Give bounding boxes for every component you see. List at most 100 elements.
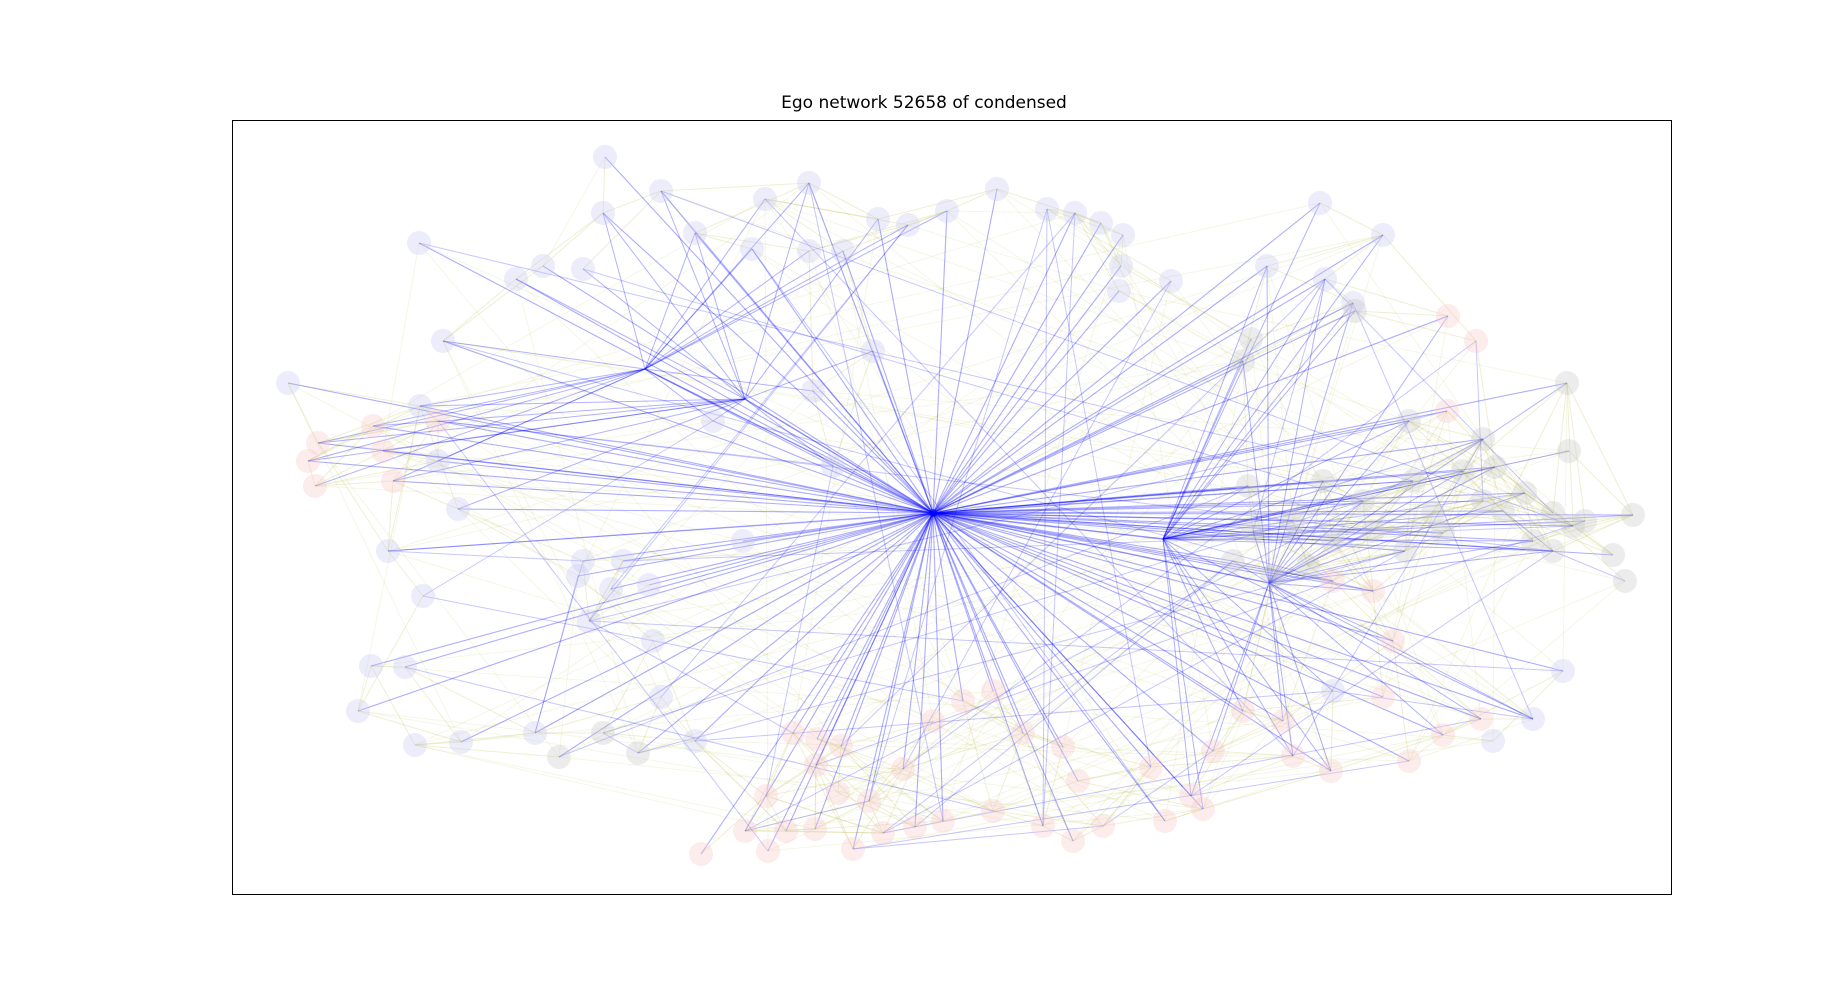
graph-node bbox=[371, 439, 395, 463]
ego-edge bbox=[419, 398, 746, 407]
ego-edge bbox=[712, 398, 746, 422]
ego-edge bbox=[1162, 450, 1570, 540]
background-edge bbox=[1332, 580, 1394, 642]
background-edge bbox=[792, 732, 818, 740]
graph-node bbox=[1421, 501, 1445, 525]
graph-node bbox=[1393, 539, 1417, 563]
background-edge bbox=[1074, 212, 1124, 236]
ego-edge bbox=[1268, 302, 1354, 584]
background-edge bbox=[765, 764, 817, 797]
graph-node bbox=[981, 799, 1005, 823]
ego-edge bbox=[1266, 265, 1270, 584]
ego-edge bbox=[1162, 514, 1634, 540]
background-edge bbox=[814, 820, 944, 830]
background-edge bbox=[414, 500, 1364, 746]
background-edge bbox=[744, 732, 794, 832]
ego-edge bbox=[1268, 582, 1534, 720]
background-edge bbox=[602, 732, 696, 742]
background-edge bbox=[460, 732, 536, 743]
background-edge bbox=[287, 382, 421, 407]
background-edge bbox=[1382, 315, 1449, 698]
ego-edge bbox=[1162, 278, 1326, 540]
background-edge bbox=[1552, 514, 1634, 552]
background-edge bbox=[815, 764, 854, 850]
background-edge bbox=[382, 450, 439, 462]
graph-node bbox=[683, 729, 707, 753]
graph-node bbox=[1319, 759, 1343, 783]
ego-edge bbox=[932, 410, 1448, 514]
ego-edge bbox=[932, 512, 1482, 720]
background-edge bbox=[314, 485, 1334, 542]
background-edge bbox=[1332, 540, 1394, 642]
background-edge bbox=[1552, 382, 1568, 514]
background-edge bbox=[652, 466, 1496, 642]
nodes bbox=[276, 145, 1645, 866]
ego-edge bbox=[808, 182, 944, 822]
background-edge bbox=[744, 830, 884, 834]
graph-node bbox=[1153, 809, 1177, 833]
background-edge bbox=[1250, 338, 1294, 757]
graph-node bbox=[1555, 371, 1579, 395]
ego-edge bbox=[1102, 750, 1214, 827]
ego-edge bbox=[932, 222, 1102, 514]
background-edge bbox=[314, 460, 439, 487]
background-edge bbox=[1250, 302, 1354, 340]
background-edge bbox=[610, 560, 624, 590]
background-edge bbox=[785, 828, 816, 832]
graph-node bbox=[797, 239, 821, 263]
ego-edge bbox=[437, 420, 934, 514]
ego-edge bbox=[437, 420, 1554, 552]
background-edge bbox=[1524, 492, 1554, 552]
background-edge bbox=[387, 480, 394, 552]
background-edge bbox=[370, 565, 1309, 667]
ego-edge bbox=[1162, 510, 1504, 540]
ego-edge bbox=[644, 250, 810, 370]
background-edge bbox=[1494, 466, 1554, 552]
graph-node bbox=[826, 781, 850, 805]
background-edge bbox=[1492, 670, 1564, 742]
ego-edge bbox=[1268, 470, 1464, 584]
background-edge bbox=[1282, 640, 1394, 722]
background-edge bbox=[751, 248, 1374, 592]
graph-node bbox=[599, 577, 623, 601]
graph-node bbox=[781, 721, 805, 745]
background-edge bbox=[357, 665, 372, 712]
chart-title: Ego network 52658 of condensed bbox=[781, 93, 1067, 113]
background-edge bbox=[419, 405, 714, 422]
graph-node bbox=[896, 213, 920, 237]
ego-edge bbox=[1268, 500, 1364, 584]
ego-edge bbox=[815, 512, 934, 766]
background-edge bbox=[1404, 410, 1448, 552]
background-edge bbox=[1046, 208, 1534, 542]
graph-node bbox=[831, 239, 855, 263]
background-edge bbox=[307, 460, 316, 487]
background-edge bbox=[558, 756, 1166, 822]
ego-edge bbox=[932, 290, 1120, 514]
background-edge bbox=[1462, 470, 1484, 502]
background-edge bbox=[1292, 755, 1332, 772]
background-edge bbox=[808, 250, 814, 392]
ego-edge bbox=[602, 212, 934, 514]
background-edge bbox=[840, 720, 934, 747]
ego-edge bbox=[1042, 208, 1048, 827]
background-edge bbox=[1102, 766, 1152, 827]
ego-edge bbox=[582, 512, 934, 562]
background-edge bbox=[287, 382, 462, 743]
ego-edge bbox=[932, 466, 1496, 514]
graph-node bbox=[1111, 223, 1135, 247]
graph-node bbox=[1255, 254, 1279, 278]
ego-edge bbox=[1332, 690, 1534, 720]
background-edge bbox=[992, 540, 1334, 692]
background-edge bbox=[1250, 338, 1444, 736]
ego-edge bbox=[932, 512, 944, 822]
ego-edge bbox=[392, 398, 746, 482]
ego-edge bbox=[542, 265, 934, 514]
graph-node bbox=[591, 201, 615, 225]
background-edge bbox=[992, 810, 1044, 827]
background-edge bbox=[1242, 302, 1354, 362]
background-edge bbox=[992, 525, 1574, 812]
graph-node bbox=[841, 837, 865, 861]
ego-edge bbox=[644, 182, 810, 370]
background-edge bbox=[1272, 438, 1484, 577]
